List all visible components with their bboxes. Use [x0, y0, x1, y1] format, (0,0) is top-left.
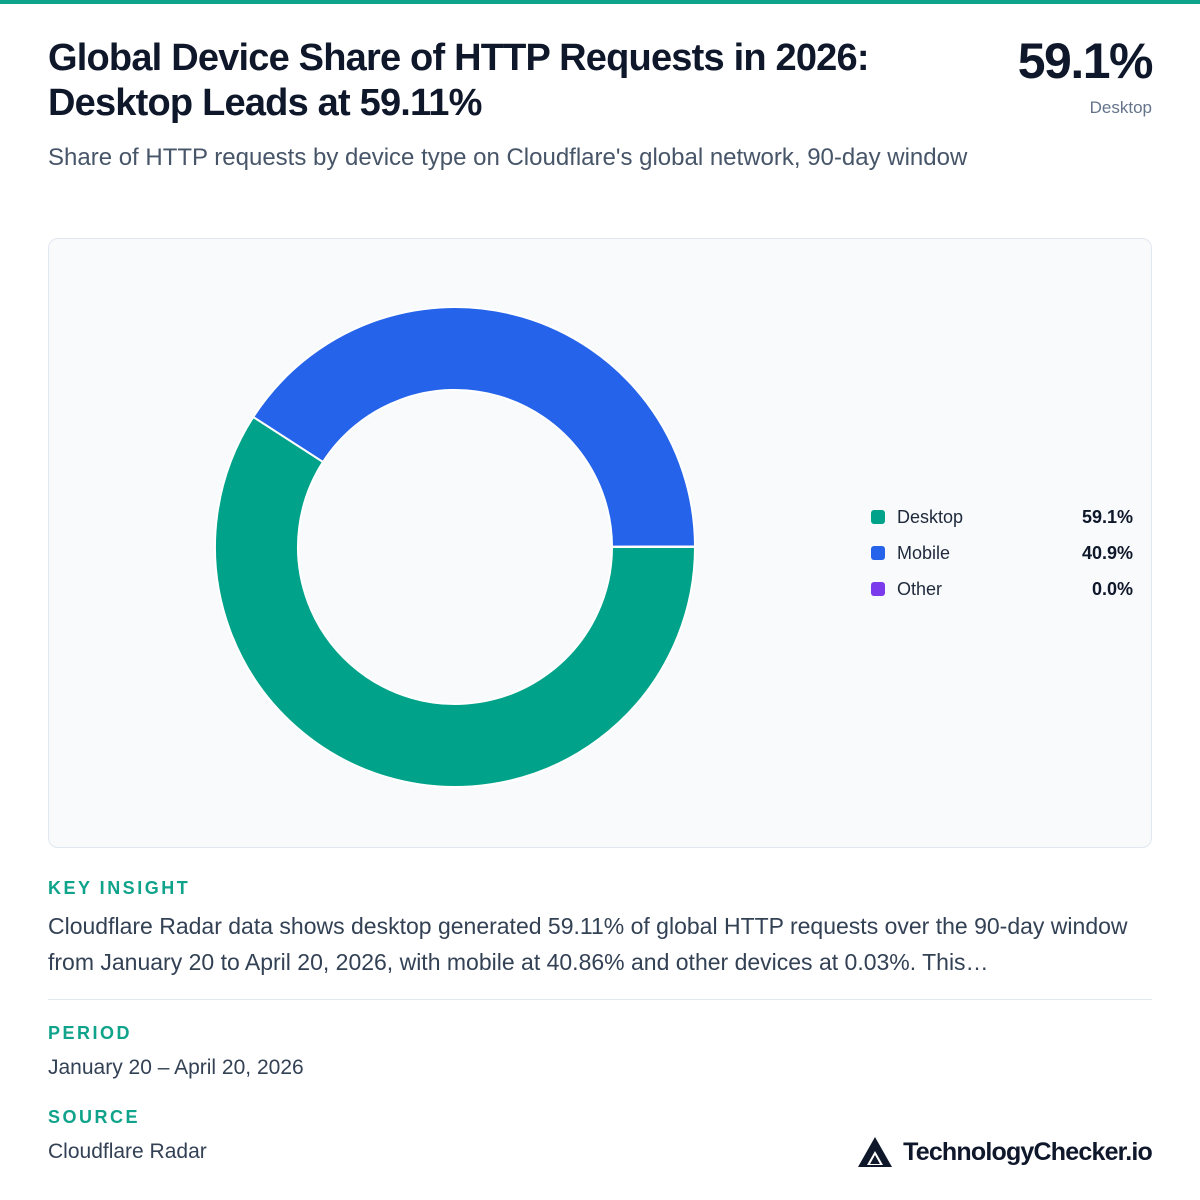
- legend-swatch: [871, 582, 885, 596]
- title-line-2: Desktop Leads at 59.11%: [48, 82, 482, 124]
- donut-chart: [214, 306, 697, 788]
- brand-name: TechnologyChecker.io: [903, 1137, 1153, 1166]
- divider: [48, 999, 1152, 1000]
- period-value: January 20 – April 20, 2026: [48, 1056, 304, 1079]
- brand-logo: TechnologyChecker.io: [857, 1136, 1153, 1168]
- legend-swatch: [871, 510, 885, 524]
- legend-value: 40.9%: [1081, 542, 1133, 563]
- legend-item-mobile: Mobile 40.9%: [871, 535, 1133, 571]
- legend-label: Other: [897, 578, 943, 599]
- period-label: PERIOD: [48, 1023, 133, 1043]
- source-value: Cloudflare Radar: [48, 1140, 207, 1163]
- headline-stat: 59.1% Desktop: [1017, 33, 1154, 118]
- donut-slice-desktop: [214, 415, 697, 788]
- legend-item-desktop: Desktop 59.1%: [871, 499, 1133, 535]
- legend-label: Desktop: [897, 506, 964, 527]
- legend-label: Mobile: [897, 542, 951, 563]
- legend-swatch: [871, 546, 885, 560]
- triangle-logo-icon: [858, 1137, 893, 1167]
- donut-slice-mobile: [251, 306, 697, 548]
- top-accent-bar: [0, 0, 1200, 4]
- legend-value: 59.1%: [1081, 506, 1133, 527]
- page-title: Global Device Share of HTTP Requests in …: [48, 36, 948, 126]
- chart-card: Desktop 59.1% Mobile 40.9% Other 0.0%: [48, 238, 1152, 848]
- headline-value: 59.1%: [1017, 33, 1154, 89]
- legend-value: 0.0%: [1091, 578, 1133, 599]
- headline-label: Desktop: [1089, 98, 1152, 117]
- legend-item-other: Other 0.0%: [871, 571, 1133, 607]
- title-line-1: Global Device Share of HTTP Requests in …: [48, 37, 870, 79]
- page-subtitle: Share of HTTP requests by device type on…: [48, 144, 968, 171]
- key-insight-text: Cloudflare Radar data shows desktop gene…: [48, 913, 1128, 975]
- chart-legend: Desktop 59.1% Mobile 40.9% Other 0.0%: [871, 499, 1133, 607]
- key-insight-label: KEY INSIGHT: [48, 878, 191, 898]
- source-label: SOURCE: [48, 1107, 141, 1127]
